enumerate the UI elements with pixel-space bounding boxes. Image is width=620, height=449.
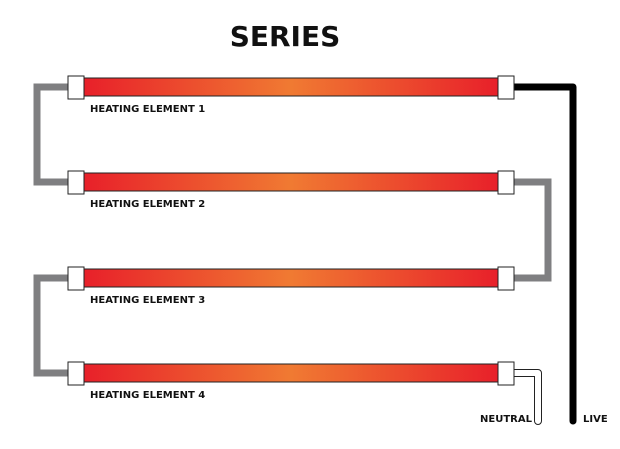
terminal-left-2 [67,170,85,195]
element-label-1: HEATING ELEMENT 1 [90,104,206,115]
live-wire [508,83,577,425]
diagram-title: SERIES [229,20,341,53]
element-label-4: HEATING ELEMENT 4 [90,390,206,401]
heating-element-2 [83,172,499,192]
link-wire-2-3 [512,178,552,282]
terminal-left-4 [67,361,85,386]
terminal-left-3 [67,266,85,291]
element-label-3: HEATING ELEMENT 3 [90,295,206,306]
neutral-label: NEUTRAL [480,414,532,425]
live-label: LIVE [583,414,608,425]
heating-element-3 [83,268,499,288]
element-label-2: HEATING ELEMENT 2 [90,199,206,210]
link-wire-1-2 [33,83,70,186]
terminal-right-4 [497,361,515,386]
terminal-right-1 [497,75,515,100]
terminal-right-2 [497,170,515,195]
terminal-left-1 [67,75,85,100]
heating-element-1 [83,77,499,97]
neutral-wire [509,370,541,424]
heating-element-4 [83,363,499,383]
link-wire-3-4 [33,274,70,377]
terminal-right-3 [497,266,515,291]
